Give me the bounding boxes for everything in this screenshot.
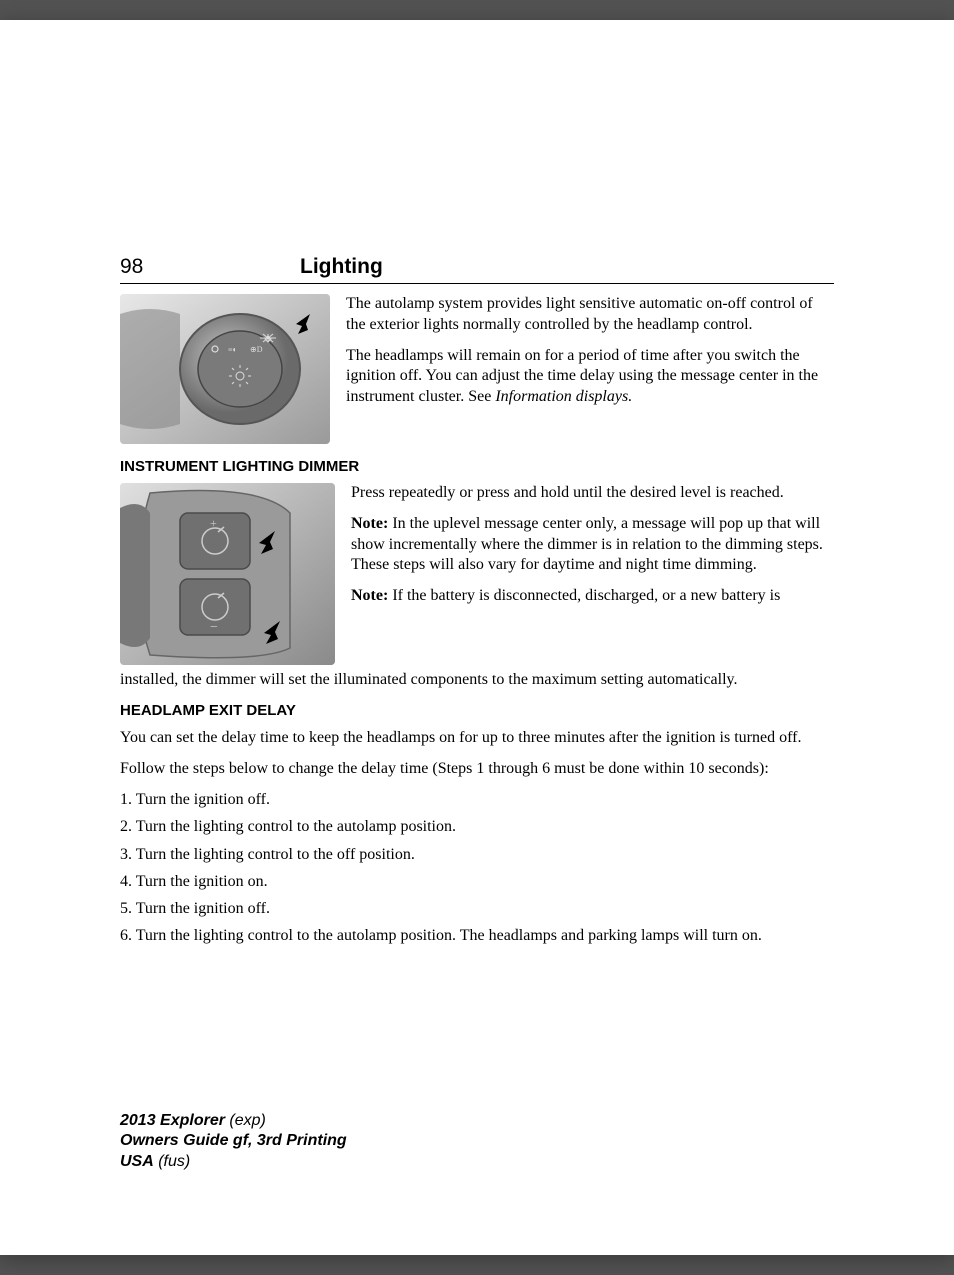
chapter-title: Lighting: [300, 255, 834, 279]
step-3: Turn the lighting control to the off pos…: [120, 844, 834, 865]
exit-delay-follow: Follow the steps below to change the del…: [120, 758, 834, 779]
dimmer-p1: Press repeatedly or press and hold until…: [351, 483, 834, 504]
dimmer-heading: INSTRUMENT LIGHTING DIMMER: [120, 458, 834, 475]
page-number: 98: [120, 255, 300, 279]
svg-text:⊕D: ⊕D: [250, 345, 263, 354]
document-page: 98 Lighting: [0, 20, 954, 1255]
headlamp-control-illustration: ≡◐ ⊕D: [120, 294, 330, 444]
dimmer-section: + − Press repeatedly or press and hold u…: [120, 483, 834, 665]
footer-line-1: 2013 Explorer (exp): [120, 1111, 347, 1132]
exit-delay-heading: HEADLAMP EXIT DELAY: [120, 702, 834, 719]
dimmer-note-2b: installed, the dimmer will set the illum…: [120, 669, 834, 690]
dimmer-text: Press repeatedly or press and hold until…: [351, 483, 834, 607]
exit-delay-steps: Turn the ignition off. Turn the lighting…: [120, 789, 834, 946]
dimmer-note-2a: Note: If the battery is disconnected, di…: [351, 587, 780, 604]
footer-line-3: USA (fus): [120, 1152, 347, 1173]
step-4: Turn the ignition on.: [120, 871, 834, 892]
exit-delay-intro: You can set the delay time to keep the h…: [120, 727, 834, 748]
step-5: Turn the ignition off.: [120, 898, 834, 919]
autolamp-section: ≡◐ ⊕D The autolamp system provides light…: [120, 294, 834, 444]
page-header: 98 Lighting: [120, 255, 834, 284]
autolamp-paragraph-1: The autolamp system provides light sensi…: [346, 294, 834, 336]
dimmer-buttons-illustration: + −: [120, 483, 335, 665]
autolamp-text: The autolamp system provides light sensi…: [346, 294, 834, 418]
step-1: Turn the ignition off.: [120, 789, 834, 810]
autolamp-paragraph-2: The headlamps will remain on for a perio…: [346, 346, 834, 408]
svg-text:≡◐: ≡◐: [228, 345, 238, 354]
page-footer: 2013 Explorer (exp) Owners Guide gf, 3rd…: [120, 1111, 347, 1173]
footer-line-2: Owners Guide gf, 3rd Printing: [120, 1131, 347, 1152]
step-2: Turn the lighting control to the autolam…: [120, 816, 834, 837]
dimmer-note-1: Note: In the uplevel message center only…: [351, 514, 834, 576]
svg-text:+: +: [210, 516, 217, 530]
step-6: Turn the lighting control to the autolam…: [120, 925, 834, 946]
svg-text:−: −: [210, 620, 218, 635]
